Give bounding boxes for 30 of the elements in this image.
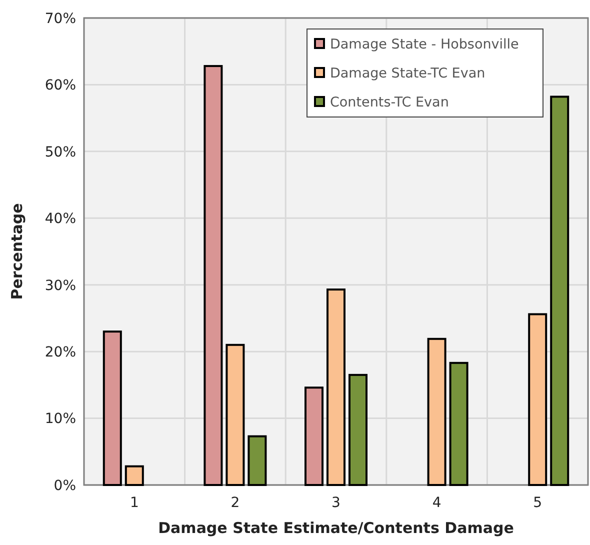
x-tick-label: 2 <box>230 495 240 511</box>
y-tick-label: 50% <box>44 144 76 160</box>
x-tick-label: 5 <box>533 495 542 511</box>
x-tick-label: 3 <box>332 495 340 511</box>
bar <box>204 65 223 486</box>
y-tick-label: 40% <box>44 211 76 228</box>
bar <box>226 344 245 486</box>
bar <box>248 435 267 486</box>
bar <box>550 96 570 486</box>
y-tick-label: 10% <box>44 411 76 428</box>
y-tick-label: 20% <box>44 344 76 360</box>
y-tick-label: 30% <box>44 278 76 294</box>
bar <box>124 465 144 486</box>
bar <box>427 338 446 486</box>
legend-label: Damage State - Hobsonville <box>330 36 519 53</box>
legend-label: Damage State-TC Evan <box>330 66 486 82</box>
y-tick-label: 60% <box>44 78 76 94</box>
y-tick-label: 0% <box>54 478 76 494</box>
legend-label: Contents-TC Evan <box>330 94 449 111</box>
y-tick-label: 70% <box>44 10 76 27</box>
bar <box>102 330 122 486</box>
bar <box>326 288 346 486</box>
x-axis-title: Damage State Estimate/Contents Damage <box>158 519 514 537</box>
bar <box>304 386 324 486</box>
bar <box>528 313 548 486</box>
bar <box>348 374 368 486</box>
x-tick-label: 4 <box>432 495 442 511</box>
x-tick-label: 1 <box>130 495 139 511</box>
y-axis-title: Percentage <box>8 203 26 300</box>
bar <box>449 362 468 486</box>
